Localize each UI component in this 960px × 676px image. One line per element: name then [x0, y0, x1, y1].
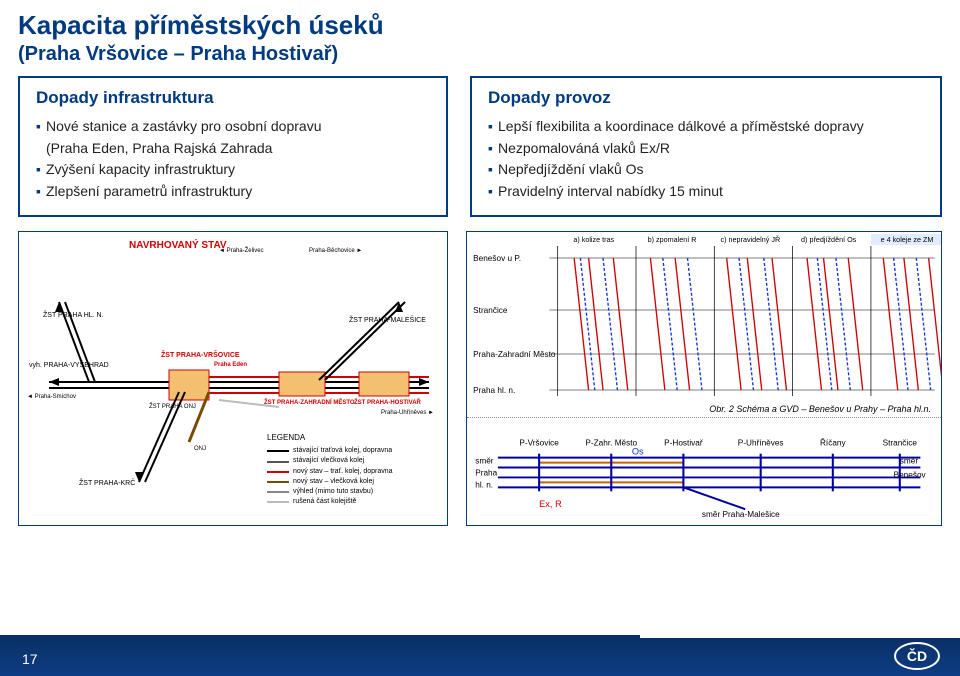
svg-text:P-Vršovice: P-Vršovice: [519, 439, 559, 448]
legend-row: rušená část kolejiště: [267, 497, 393, 507]
svg-text:směr Praha-Malešice: směr Praha-Malešice: [702, 510, 780, 519]
svg-text:Říčany: Říčany: [820, 439, 847, 448]
legend-label: stávající traťová kolej, dopravna: [293, 446, 392, 456]
list-item: Nepředjíždění vlaků Os: [488, 159, 928, 181]
panel-operations: Dopady provoz Lepší flexibilita a koordi…: [470, 76, 942, 217]
legend-label: výhled (mimo tuto stavbu): [293, 487, 373, 497]
list-item: Lepší flexibilita a koordinace dálkové a…: [488, 116, 928, 138]
svg-text:Strančice: Strančice: [883, 439, 918, 448]
panel-heading: Dopady provoz: [488, 88, 928, 108]
legend-swatch: [267, 481, 289, 483]
footer-band: [0, 638, 960, 676]
legend-label: nový stav – trať. kolej, dopravna: [293, 467, 393, 477]
diagrams-row: NAVRHOVANÝ STAV: [0, 217, 960, 526]
list-item: (Praha Eden, Praha Rajská Zahrada: [36, 138, 434, 160]
svg-text:b) zpomalení R: b) zpomalení R: [648, 236, 697, 244]
svg-text:Strančice: Strančice: [473, 306, 508, 315]
map-legend: LEGENDA stávající traťová kolej, dopravn…: [267, 432, 393, 507]
svg-text:Praha: Praha: [475, 468, 497, 477]
map-arrow-label: Praha-Běchovice ►: [309, 248, 362, 254]
svg-text:Benešov: Benešov: [894, 470, 927, 479]
map-station: ŽST PRAHA-ZAHRADNÍ MĚSTO: [264, 400, 355, 406]
svg-text:hl. n.: hl. n.: [475, 480, 493, 489]
list-item: Nezpomalováná vlaků Ex/R: [488, 138, 928, 160]
svg-text:d) předjíždění Os: d) předjíždění Os: [801, 236, 857, 244]
svg-text:směr: směr: [475, 456, 494, 465]
legend-swatch: [267, 471, 289, 473]
svg-text:Praha hl. n.: Praha hl. n.: [473, 386, 515, 395]
svg-text:Ex, R: Ex, R: [539, 499, 562, 509]
panel-list: Lepší flexibilita a koordinace dálkové a…: [488, 116, 928, 203]
svg-text:a) kolize tras: a) kolize tras: [573, 236, 614, 244]
chart-svg: a) kolize tras b) zpomalení R c) nepravide…: [467, 232, 941, 402]
map-station: vyh. PRAHA-VYŠEHRAD: [29, 362, 109, 369]
legend-swatch: [267, 450, 289, 452]
legend-label: stávající vlečková kolej: [293, 456, 364, 466]
legend-swatch: [267, 501, 289, 503]
panels-row: Dopady infrastruktura Nové stanice a zas…: [0, 76, 960, 217]
legend-label: rušená část kolejiště: [293, 497, 356, 507]
panel-infrastructure: Dopady infrastruktura Nové stanice a zas…: [18, 76, 448, 217]
map-arrow-label: Praha-Uhříněves ►: [381, 410, 434, 416]
svg-text:P-Uhříněves: P-Uhříněves: [738, 439, 784, 448]
legend-row: výhled (mimo tuto stavbu): [267, 487, 393, 497]
list-item: Zvýšení kapacity infrastruktury: [36, 159, 434, 181]
map-station: ŽST PRAHA-VRŠOVICE: [161, 352, 240, 359]
legend-swatch: [267, 491, 289, 493]
slide-subtitle: (Praha Vršovice – Praha Hostivař): [0, 41, 960, 76]
svg-text:Os: Os: [632, 447, 644, 457]
svg-text:ČD: ČD: [907, 647, 927, 664]
list-item: Pravidelný interval nabídky 15 minut: [488, 181, 928, 203]
svg-text:c) nepravidelný JŘ: c) nepravidelný JŘ: [721, 235, 781, 244]
map-station: ŽST PRAHA-KRČ: [79, 480, 135, 487]
map-station: ŽST PRAHA-HOSTIVAŘ: [354, 400, 421, 406]
page-number: 17: [22, 651, 38, 667]
svg-text:P-Zahr. Město: P-Zahr. Město: [585, 439, 637, 448]
map-station: ŽST PRAHA HL. N.: [43, 312, 104, 319]
timetable-chart: a) kolize tras b) zpomalení R c) nepravide…: [466, 231, 942, 526]
legend-label: nový stav – vlečková kolej: [293, 477, 374, 487]
map-station: ONJ: [194, 446, 206, 452]
list-item: Nové stanice a zastávky pro osobní dopra…: [36, 116, 434, 138]
legend-row: nový stav – trať. kolej, dopravna: [267, 467, 393, 477]
legend-row: nový stav – vlečková kolej: [267, 477, 393, 487]
line-schematic-svg: P-Vršovice P-Zahr. Město P-Hostivař P-Uhřín…: [467, 418, 941, 525]
cd-logo-icon: ČD: [892, 641, 942, 671]
legend-row: stávající traťová kolej, dopravna: [267, 446, 393, 456]
slide-footer: 17 ČD: [0, 622, 960, 676]
panel-heading: Dopady infrastruktura: [36, 88, 434, 108]
map-arrow-label: ◄ Praha-Želivec: [219, 248, 264, 254]
track-map: NAVRHOVANÝ STAV: [18, 231, 448, 526]
map-station: ŽST PRAHA-MALEŠICE: [349, 317, 426, 324]
legend-row: stávající vlečková kolej: [267, 456, 393, 466]
svg-text:směr: směr: [900, 456, 919, 465]
panel-list: Nové stanice a zastávky pro osobní dopra…: [36, 116, 434, 203]
svg-text:P-Hostivař: P-Hostivař: [664, 439, 703, 448]
slide-title: Kapacita příměstských úseků: [0, 0, 960, 41]
svg-text:Benešov u P.: Benešov u P.: [473, 254, 521, 263]
map-station: ŽST PRAHA ONJ: [149, 404, 196, 410]
chart-bottom: Obr. 2 Schéma a GVD – Benešov u Prahy – …: [467, 417, 941, 525]
legend-title: LEGENDA: [267, 432, 393, 444]
chart-caption: Obr. 2 Schéma a GVD – Benešov u Prahy – …: [709, 404, 931, 414]
map-arrow-label: ◄ Praha-Smíchov: [27, 394, 76, 400]
legend-swatch: [267, 461, 289, 463]
chart-top: a) kolize tras b) zpomalení R c) nepravide…: [467, 232, 941, 402]
svg-text:Praha-Zahradní Město: Praha-Zahradní Město: [473, 350, 556, 359]
svg-text:e 4 koleje ze ZM: e 4 koleje ze ZM: [881, 236, 934, 244]
map-station: Praha Eden: [214, 362, 247, 368]
list-item: Zlepšení parametrů infrastruktury: [36, 181, 434, 203]
